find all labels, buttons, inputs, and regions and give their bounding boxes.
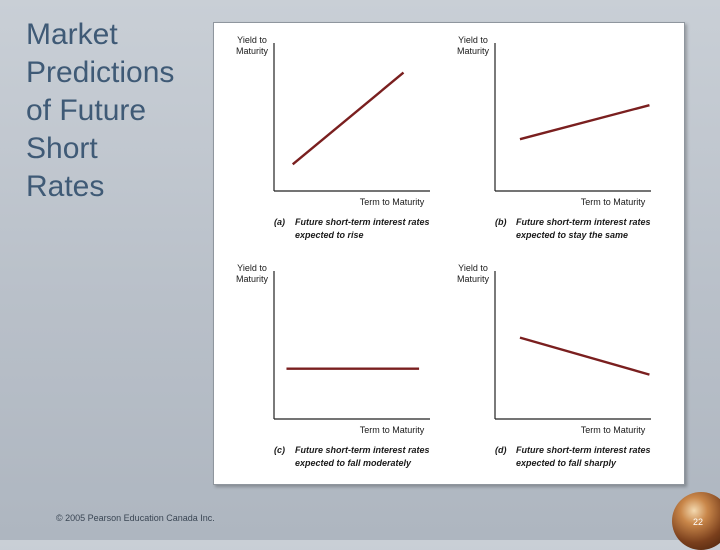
panel-caption: expected to rise (295, 230, 364, 240)
y-axis-label: Maturity (236, 274, 269, 284)
panel-caption: Future short-term interest rates (516, 445, 651, 455)
x-axis-label: Term to Maturity (581, 425, 646, 435)
title-line: of Future (26, 94, 147, 127)
yield-curve-line (519, 103, 650, 141)
panel-caption: Future short-term interest rates (295, 217, 430, 227)
panel-caption-letter: (a) (274, 217, 285, 227)
slide-title: Market Predictions of Future Short Rates (26, 16, 206, 206)
yield-curve-line (519, 336, 650, 376)
y-axis-label: Maturity (457, 46, 490, 56)
page-number: 22 (693, 517, 704, 527)
y-axis-label: Maturity (457, 274, 490, 284)
y-axis-label: Yield to (237, 35, 267, 45)
title-line: Market (26, 18, 118, 51)
title-line: Rates (26, 170, 105, 203)
panel-caption-letter: (d) (495, 445, 507, 455)
title-line: Predictions (26, 56, 175, 89)
x-axis-label: Term to Maturity (360, 197, 425, 207)
x-axis-label: Term to Maturity (581, 197, 646, 207)
panel-caption-letter: (b) (495, 217, 507, 227)
panel-caption: expected to fall sharply (516, 458, 617, 468)
panel-caption-letter: (c) (274, 445, 285, 455)
y-axis-label: Maturity (236, 46, 269, 56)
panel-caption: expected to fall moderately (295, 458, 412, 468)
x-axis-label: Term to Maturity (360, 425, 425, 435)
panel-caption: expected to stay the same (516, 230, 628, 240)
y-axis-label: Yield to (458, 35, 488, 45)
panel-caption: Future short-term interest rates (516, 217, 651, 227)
copyright-text: © 2005 Pearson Education Canada Inc. (56, 513, 215, 523)
panel-caption: Future short-term interest rates (295, 445, 430, 455)
yield-curve-line (291, 71, 405, 166)
figure-panel: Yield to Maturity Term to Maturity (a) Futur… (213, 22, 685, 485)
title-line: Short (26, 132, 98, 165)
y-axis-label: Yield to (237, 263, 267, 273)
y-axis-label: Yield to (458, 263, 488, 273)
